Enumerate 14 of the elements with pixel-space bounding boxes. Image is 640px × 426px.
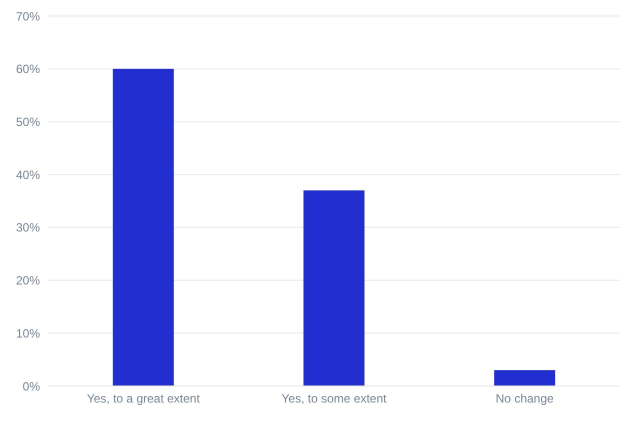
y-tick-label: 20%	[16, 274, 40, 288]
y-tick-label: 0%	[22, 379, 40, 394]
y-tick-label: 50%	[16, 114, 40, 129]
x-tick-label: No change	[496, 392, 554, 406]
y-tick-label: 70%	[16, 9, 40, 24]
bar	[494, 370, 556, 386]
bar	[303, 190, 364, 386]
y-tick-label: 10%	[16, 326, 40, 340]
bar	[112, 68, 174, 386]
y-tick-label: 60%	[16, 62, 40, 76]
y-tick-label: 40%	[16, 168, 40, 182]
x-tick-label: Yes, to some extent	[282, 392, 388, 406]
y-tick-label: 30%	[16, 220, 40, 235]
x-tick-label: Yes, to a great extent	[86, 392, 200, 406]
